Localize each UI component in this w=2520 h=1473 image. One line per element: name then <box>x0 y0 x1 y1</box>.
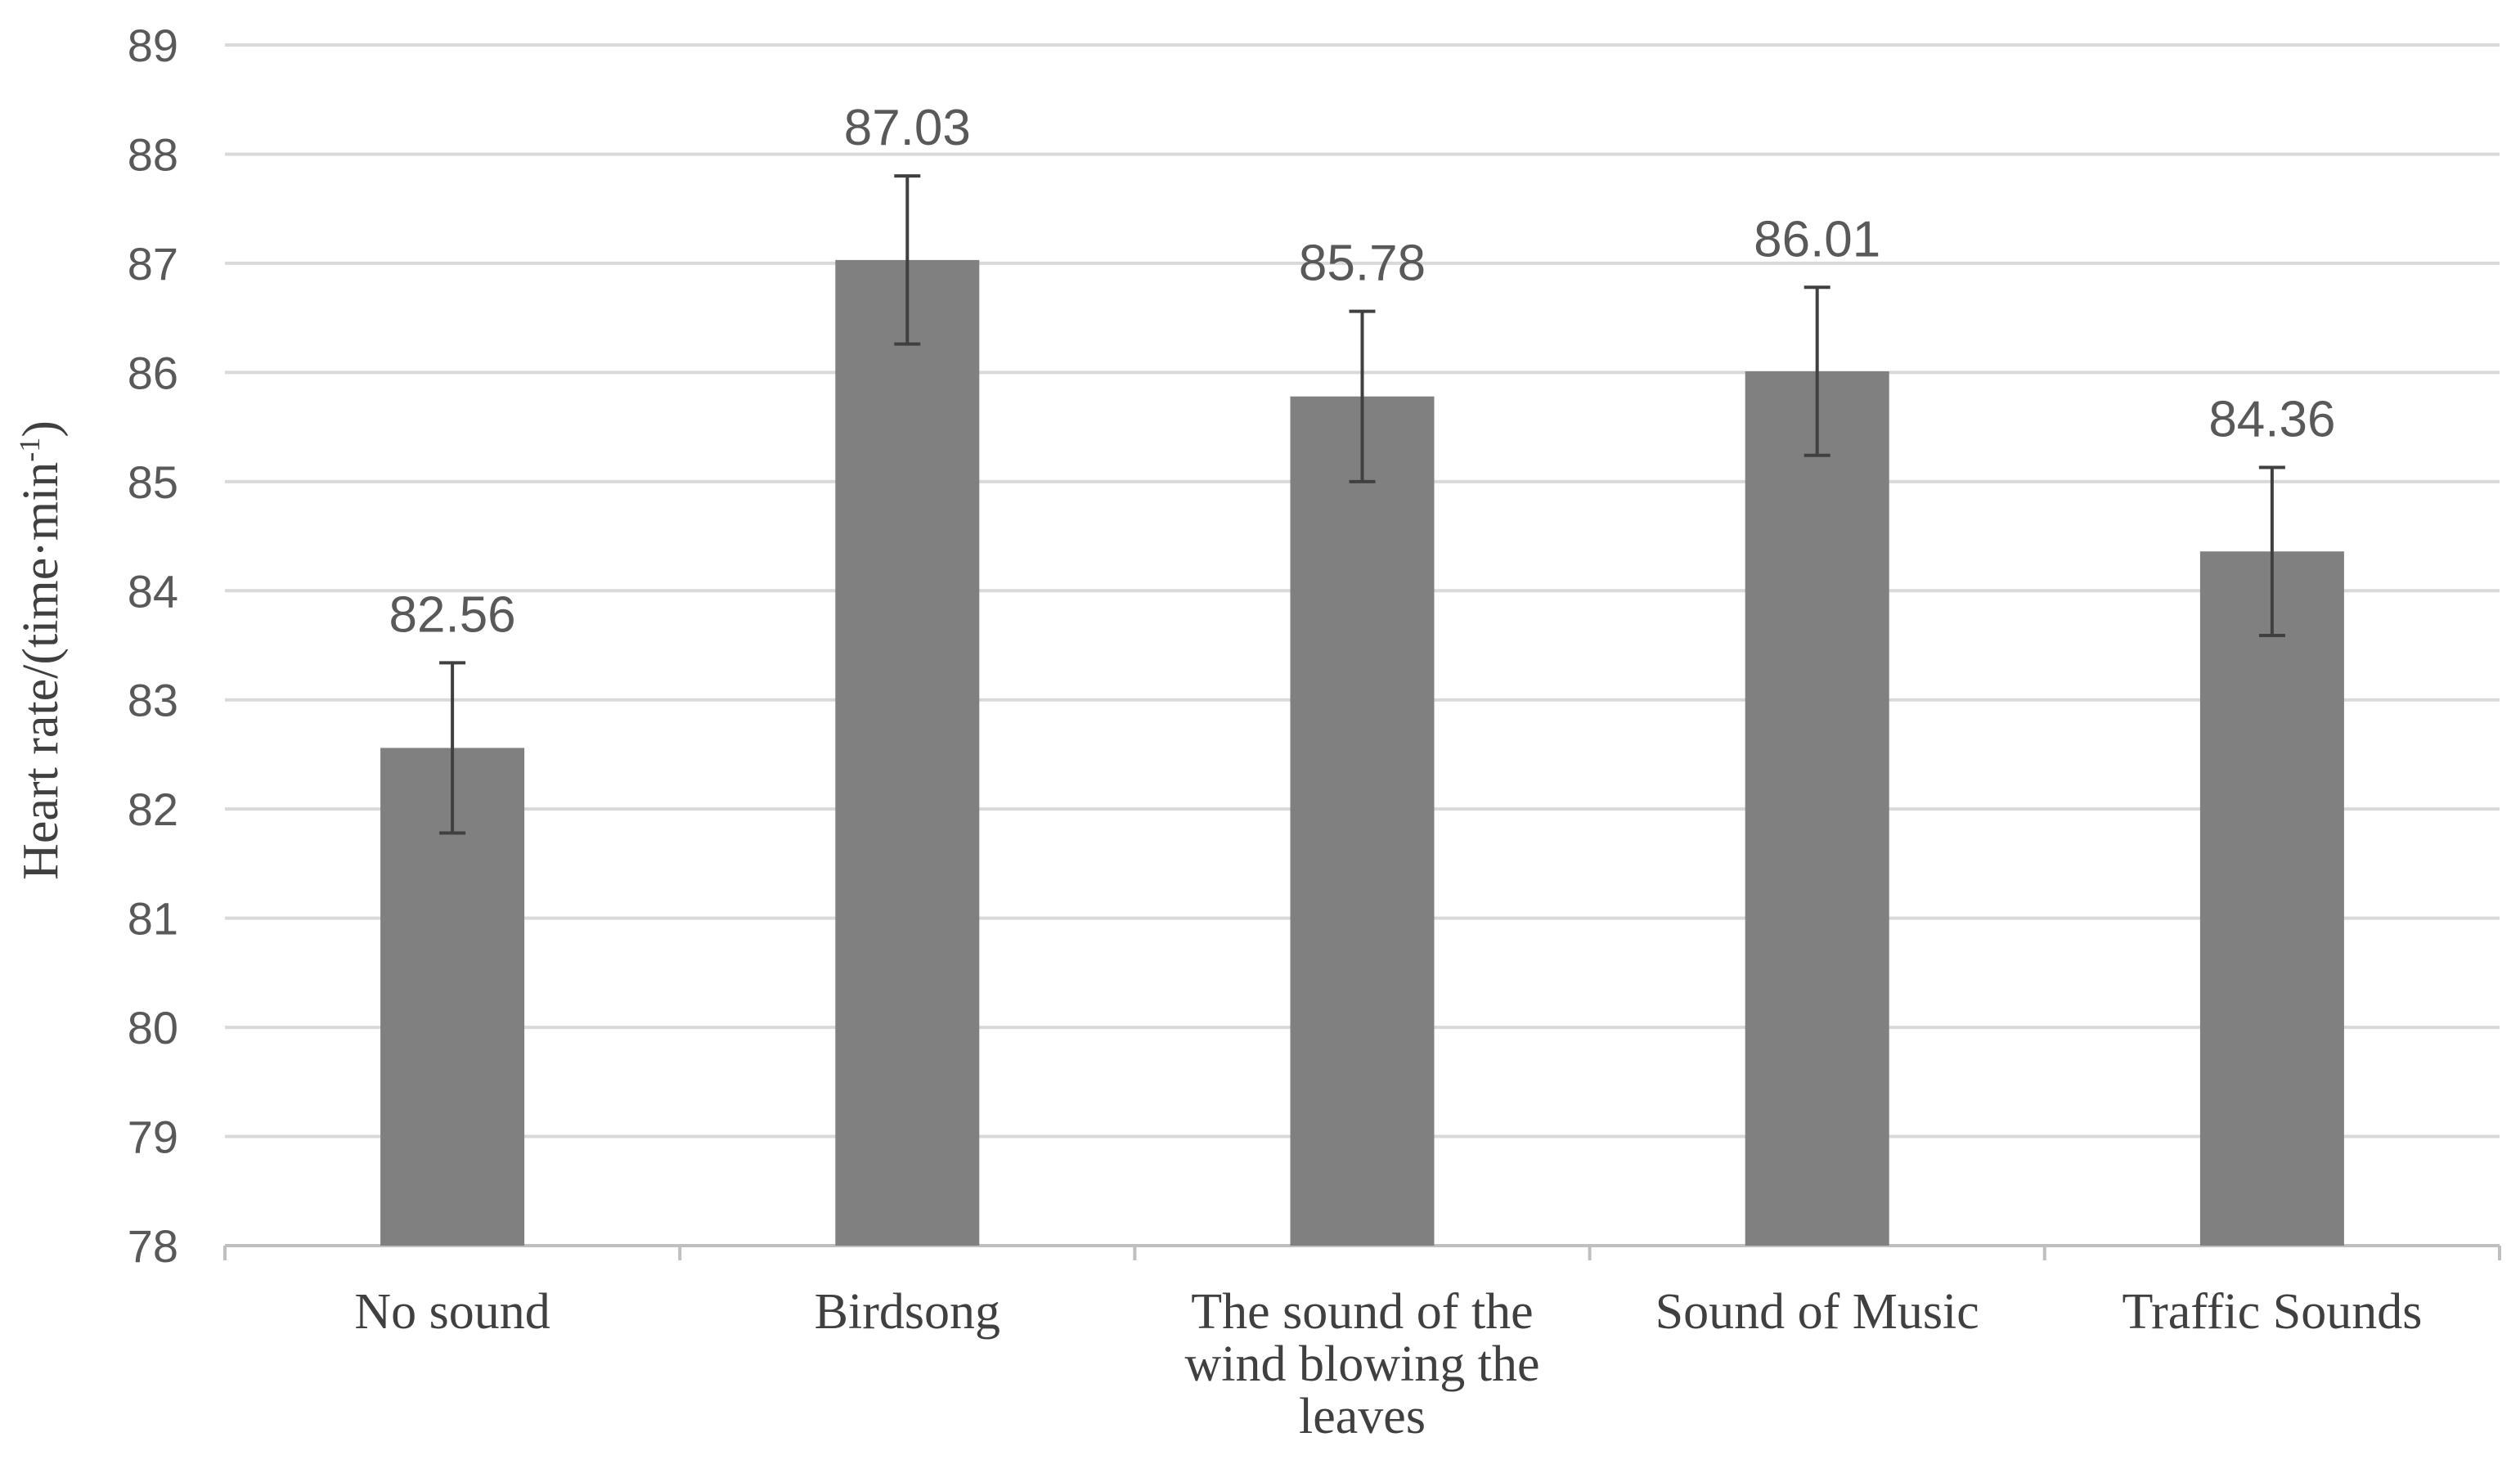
error-bars <box>439 174 2285 835</box>
error-bar <box>1349 309 1376 483</box>
bar <box>835 259 980 1246</box>
y-tick-label: 89 <box>128 20 178 71</box>
y-tick-label: 82 <box>128 784 178 835</box>
x-axis-category-labels: No sound Birdsong The sound of the wind blo… <box>354 1284 2422 1444</box>
x-category-label-line: The sound of the <box>1191 1284 1533 1340</box>
x-category-label: The sound of the wind blowing the leaves <box>1185 1284 1540 1444</box>
bar <box>2199 551 2344 1246</box>
x-category-label-line: No sound <box>354 1284 550 1340</box>
data-label: 86.01 <box>1754 211 1880 267</box>
x-category-label: No sound <box>354 1284 550 1340</box>
y-tick-label: 85 <box>128 456 178 508</box>
x-category-label: Traffic Sounds <box>2122 1284 2422 1340</box>
y-tick-label: 78 <box>128 1220 178 1272</box>
bars <box>380 259 2344 1246</box>
y-axis-title-superscript: -1 <box>13 438 46 462</box>
x-category-label: Birdsong <box>815 1284 1000 1340</box>
bar <box>1290 396 1435 1246</box>
y-tick-label: 86 <box>128 347 178 398</box>
y-tick-label: 80 <box>128 1002 178 1053</box>
error-bar <box>439 661 466 835</box>
y-axis-title: Heart rate/(time·min-1) <box>13 420 69 880</box>
x-category-label-line: Birdsong <box>815 1284 1000 1340</box>
x-axis <box>223 1244 2501 1260</box>
y-tick-label: 84 <box>128 565 178 617</box>
data-label: 82.56 <box>389 586 516 643</box>
y-axis-title-main: Heart rate/(time·min <box>13 462 69 880</box>
data-label: 87.03 <box>844 100 971 156</box>
error-bar <box>894 174 921 346</box>
y-axis-title-close: ) <box>13 420 69 438</box>
data-label: 84.36 <box>2208 391 2335 447</box>
error-bar <box>1804 285 1830 457</box>
error-bar <box>2258 465 2285 637</box>
y-tick-label: 87 <box>128 238 178 290</box>
y-tick-label: 81 <box>128 893 178 945</box>
y-axis-tick-labels: 78 79 80 81 82 83 84 85 86 87 88 89 <box>128 20 178 1272</box>
y-tick-label: 83 <box>128 675 178 726</box>
data-labels: 82.56 87.03 85.78 86.01 84.36 <box>389 100 2336 643</box>
x-category-label-line: leaves <box>1299 1389 1426 1444</box>
y-tick-label: 79 <box>128 1111 178 1163</box>
data-label: 85.78 <box>1299 236 1426 292</box>
x-category-label: Sound of Music <box>1655 1284 1979 1340</box>
x-category-label-line: Sound of Music <box>1655 1284 1979 1340</box>
bar <box>1745 371 1889 1246</box>
y-tick-label: 88 <box>128 128 178 180</box>
x-category-label-line: wind blowing the <box>1185 1336 1540 1392</box>
x-category-label-line: Traffic Sounds <box>2122 1284 2422 1340</box>
